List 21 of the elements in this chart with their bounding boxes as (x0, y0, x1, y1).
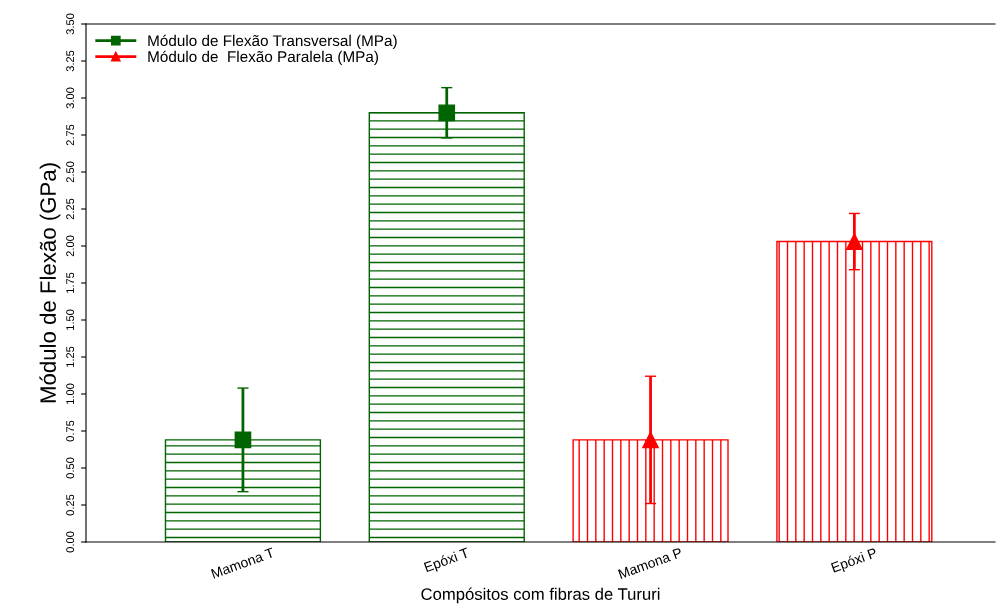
y-tick-label: 1.00 (66, 383, 75, 404)
y-tick-label: 3.00 (66, 87, 75, 109)
legend-label: Módulo de Flexão Paralela (MPa) (148, 50, 378, 66)
y-tick-label: 1.25 (66, 346, 75, 367)
y-tick-label: 0.75 (66, 420, 75, 442)
y-tick-label: 0.00 (66, 531, 75, 553)
y-tick-label: 2.25 (66, 198, 75, 220)
y-tick-label: 3.50 (66, 13, 75, 35)
y-tick-label: 2.50 (66, 161, 75, 183)
x-tick-label: Epóxi T (423, 546, 471, 575)
x-axis-title: Compósitos com fibras de Tururi (421, 587, 660, 604)
y-axis-title: Módulo de Flexão (GPa) (39, 163, 61, 403)
y-tick-label: 1.50 (66, 309, 75, 330)
y-tick-label: 2.75 (66, 124, 75, 146)
y-tick-label: 1.75 (66, 272, 75, 293)
y-tick-label: 0.50 (66, 457, 75, 479)
y-tick-label: 0.25 (66, 494, 75, 516)
legend-label: Módulo de Flexão Transversal (MPa) (148, 34, 397, 50)
y-tick-label: 3.25 (66, 50, 75, 72)
y-tick-label: 2.00 (66, 235, 75, 257)
x-tick-label: Epóxi P (830, 547, 879, 576)
